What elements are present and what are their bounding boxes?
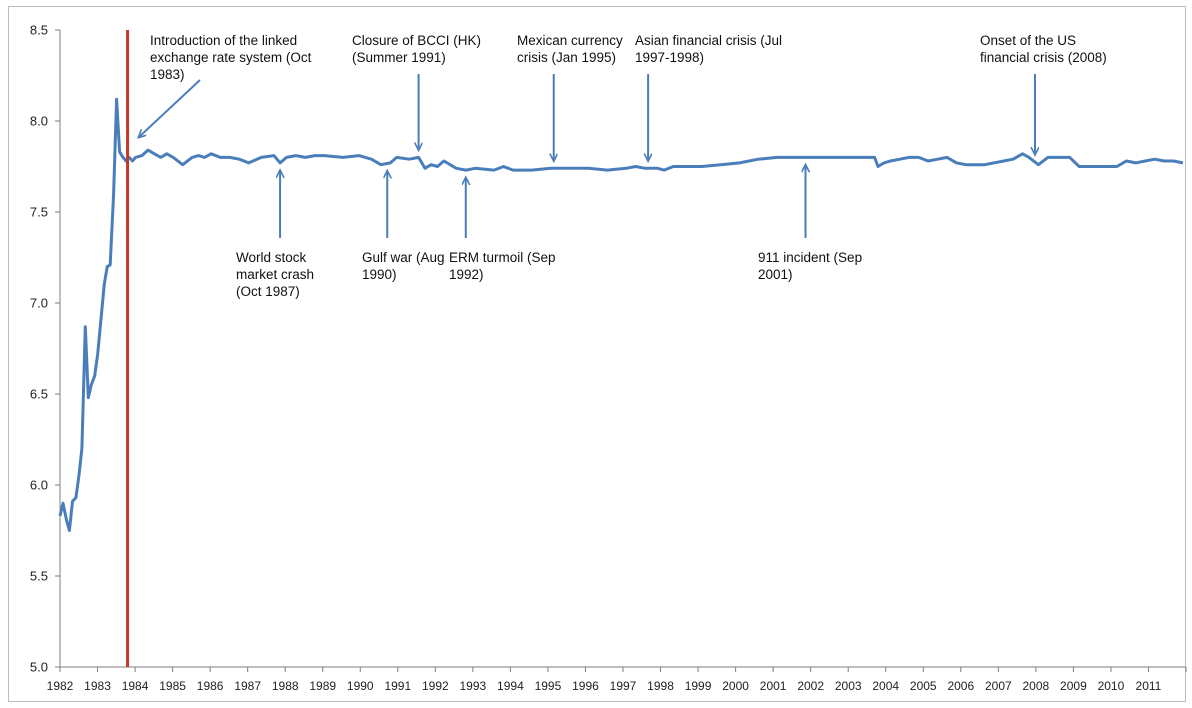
y-tick-label: 6.0 xyxy=(30,478,48,493)
x-tick-label: 1984 xyxy=(122,679,149,693)
annotation-label: Closure of BCCI (HK) xyxy=(352,33,481,48)
axes xyxy=(59,30,1186,668)
annotation-label: 1983) xyxy=(150,67,185,82)
x-tick-label: 1987 xyxy=(234,679,261,693)
y-tick-label: 7.0 xyxy=(30,296,48,311)
plot-lines xyxy=(58,30,1184,667)
x-tick-label: 1994 xyxy=(497,679,524,693)
x-tick-label: 2003 xyxy=(835,679,862,693)
x-tick-label: 2005 xyxy=(910,679,937,693)
x-tick-label: 1982 xyxy=(47,679,74,693)
annotation-label: Onset of the US xyxy=(980,33,1076,48)
y-tick-label: 5.5 xyxy=(30,569,48,584)
annotation-label: 1990) xyxy=(362,267,397,282)
x-tick-label: 1997 xyxy=(610,679,637,693)
annotation-label: Mexican currency xyxy=(517,33,623,48)
annotations: Introduction of the linked exchange rate … xyxy=(139,33,1107,299)
x-tick-label: 1990 xyxy=(347,679,374,693)
annotation-label: exchange rate system (Oct xyxy=(150,50,312,65)
x-tick-label: 2001 xyxy=(760,679,787,693)
y-tick-label: 8.5 xyxy=(30,23,48,38)
y-tick-label: 5.0 xyxy=(30,660,48,675)
y-axis-ticks: 5.0 5.5 6.0 6.5 7.0 7.5 8.0 8.5 xyxy=(30,23,60,675)
x-tick-label: 1993 xyxy=(460,679,487,693)
x-tick-label: 1983 xyxy=(84,679,111,693)
x-tick-label: 1989 xyxy=(309,679,336,693)
x-tick-label: 2000 xyxy=(722,679,749,693)
exchange-rate-line xyxy=(58,97,1184,532)
x-tick-label: 2007 xyxy=(985,679,1012,693)
x-tick-label: 1988 xyxy=(272,679,299,693)
annotation-label: 1997-1998) xyxy=(635,50,704,65)
x-tick-label: 1996 xyxy=(572,679,599,693)
annotation-label: ERM turmoil (Sep xyxy=(449,250,556,265)
x-axis-ticks: 1982 1983 1984 1985 1986 1987 1988 1989 1990 1991… xyxy=(47,667,1187,693)
y-tick-label: 6.5 xyxy=(30,387,48,402)
chart-frame xyxy=(8,6,1186,702)
x-tick-label: 1999 xyxy=(685,679,712,693)
annotation-label: (Oct 1987) xyxy=(236,284,300,299)
annotation-label: 2001) xyxy=(758,267,793,282)
annotation-label: crisis (Jan 1995) xyxy=(517,50,616,65)
y-tick-label: 8.0 xyxy=(30,114,48,129)
x-tick-label: 2011 xyxy=(1136,679,1162,693)
annotation-label: market crash xyxy=(236,267,314,282)
y-tick-label: 7.5 xyxy=(30,205,48,220)
annotation-label: Introduction of the linked xyxy=(150,33,297,48)
x-tick-label: 1992 xyxy=(422,679,449,693)
annotation-label: Gulf war (Aug xyxy=(362,250,445,265)
x-tick-label: 1985 xyxy=(159,679,186,693)
x-tick-label: 1995 xyxy=(535,679,562,693)
annotation-label: 911 incident (Sep xyxy=(758,250,862,265)
x-tick-label: 2002 xyxy=(797,679,824,693)
x-tick-label: 1986 xyxy=(197,679,224,693)
annotation-label: 1992) xyxy=(449,267,484,282)
annotation-label: financial crisis (2008) xyxy=(980,50,1107,65)
x-tick-label: 2010 xyxy=(1098,679,1125,693)
x-tick-label: 2008 xyxy=(1023,679,1050,693)
x-tick-label: 2006 xyxy=(947,679,974,693)
annotation-label: World stock xyxy=(236,250,307,265)
annotation-label: (Summer 1991) xyxy=(352,50,446,65)
x-tick-label: 2009 xyxy=(1060,679,1087,693)
x-tick-label: 2004 xyxy=(872,679,899,693)
x-tick-label: 1991 xyxy=(384,679,411,693)
annotation-label: Asian financial crisis (Jul xyxy=(635,33,782,48)
annotation-arrow xyxy=(139,79,201,137)
x-tick-label: 1998 xyxy=(647,679,674,693)
